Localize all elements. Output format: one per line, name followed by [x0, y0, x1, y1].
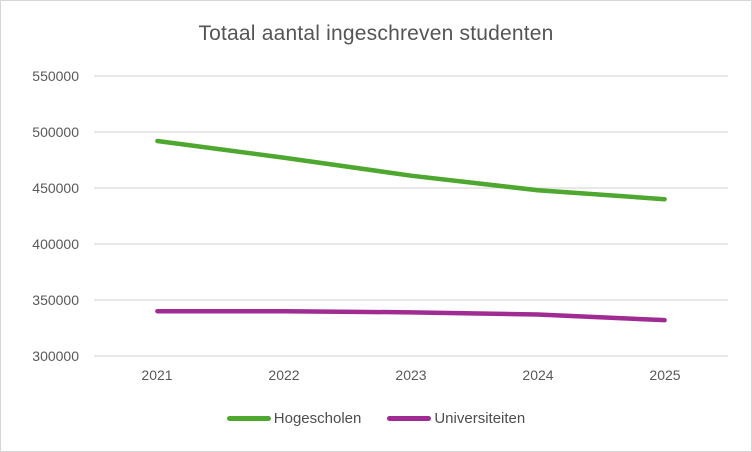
universiteiten-line-swatch [387, 416, 432, 421]
hogescholen-line [155, 138, 667, 202]
chart-title: Totaal aantal ingeschreven studenten [198, 22, 554, 45]
legend-item-universiteiten: Universiteiten [387, 410, 525, 427]
y-tick-label: 450000 [32, 180, 79, 196]
hogescholen-line-swatch [226, 416, 271, 421]
x-tick-label: 2022 [268, 367, 300, 383]
y-tick-label: 400000 [32, 236, 79, 252]
universiteiten-line [155, 308, 667, 323]
legend-item-hogescholen: Hogescholen [226, 410, 362, 427]
y-tick-label: 350000 [32, 292, 79, 308]
y-tick-label: 550000 [32, 68, 79, 84]
gridlines [94, 75, 728, 357]
y-tick-label: 300000 [32, 348, 79, 364]
y-tick-label: 500000 [32, 124, 79, 140]
x-tick-label: 2023 [395, 367, 427, 383]
x-tick-label: 2025 [649, 367, 681, 383]
x-tick-label: 2021 [141, 367, 173, 383]
legend: Hogescholen Universiteiten [1, 410, 751, 427]
x-tick-label: 2024 [522, 367, 554, 383]
legend-label: Universiteiten [434, 410, 526, 427]
legend-label: Hogescholen [273, 410, 362, 427]
